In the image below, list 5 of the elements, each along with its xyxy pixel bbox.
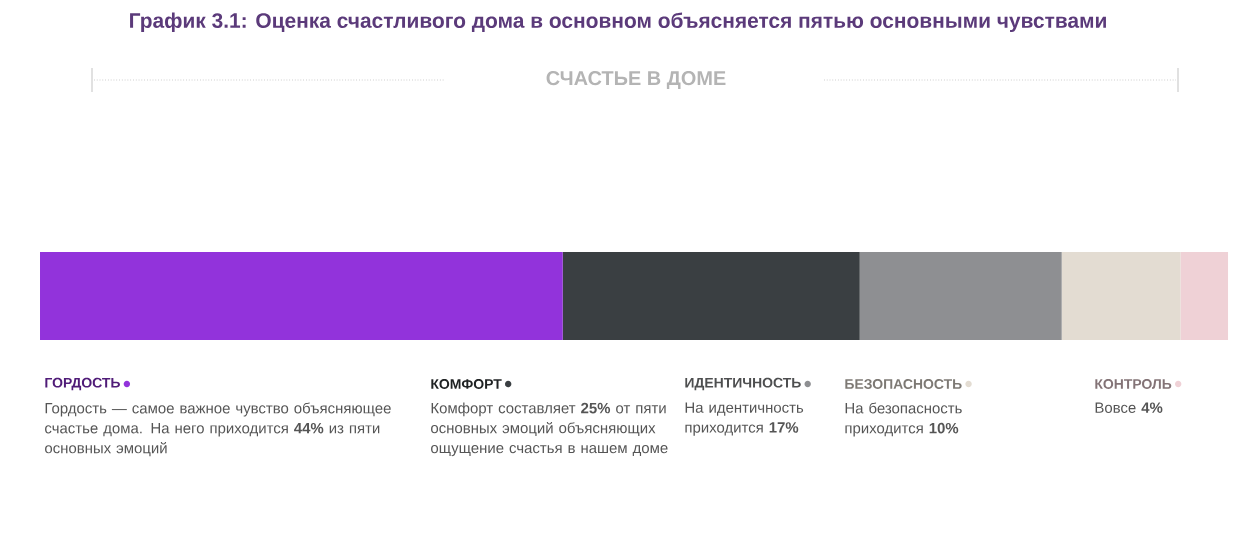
chart-title: График 3.1: Оценка счастливого дома в основном объясняется пятью основными чувствами [130, 12, 1106, 33]
bar [562, 252, 860, 340]
bar [40, 252, 563, 340]
bar [859, 252, 1062, 340]
chart-subtitle: СЧАСТЬЕ В ДОМЕ [546, 71, 726, 89]
